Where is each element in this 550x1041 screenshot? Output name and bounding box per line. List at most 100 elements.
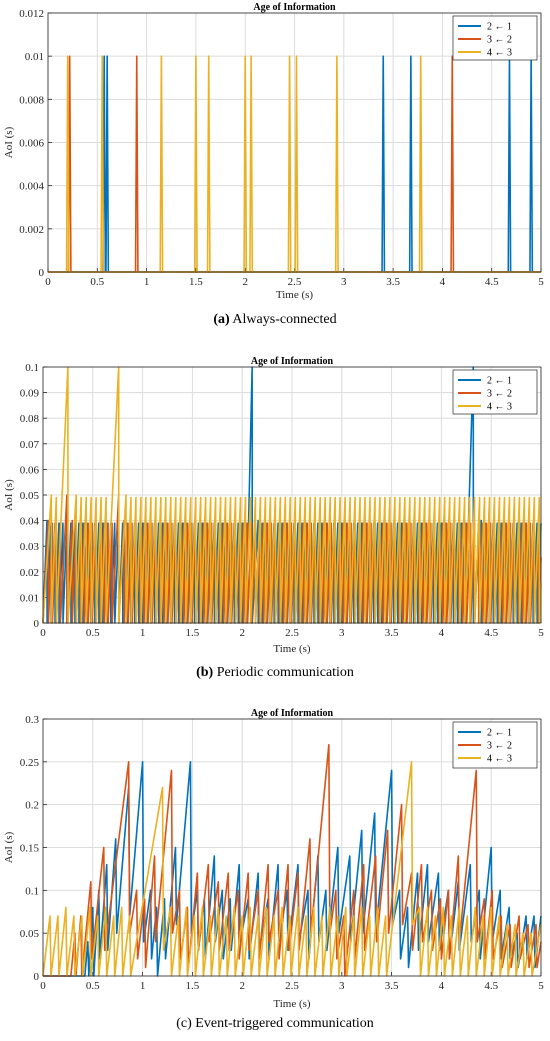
- y-tick-label: 0.06: [20, 464, 40, 476]
- x-tick-label: 3.5: [385, 980, 399, 992]
- chart-panel-b: 0 0.5 1 1.5 2 2.5 3 3.5 4 4.5 5 0 0.01 0.02 0.03 0.04 0.…: [0, 345, 550, 685]
- y-tick-label: 0.09: [20, 388, 40, 400]
- y-axis-label: AoI (s): [3, 126, 15, 158]
- legend-label-1: 2 ← 1: [487, 22, 512, 33]
- x-tick-label: 5: [538, 627, 544, 639]
- x-tick-label: 1: [144, 276, 150, 288]
- legend-label-3: 4 ← 3: [487, 48, 512, 59]
- x-tick-label: 1: [140, 627, 146, 639]
- caption-c-text: Event-triggered communication: [191, 1016, 374, 1031]
- x-tick-label: 1.5: [189, 276, 203, 288]
- x-tick-label: 2: [239, 627, 245, 639]
- x-tick-label: 1.5: [186, 980, 200, 992]
- caption-c-label: (c): [176, 1016, 192, 1031]
- y-tick-label: 0: [34, 971, 40, 983]
- chart-c: 0 0.5 1 1.5 2 2.5 3 3.5 4 4.5 5 0 0.05 0.1 0.15 0.2 0.25…: [3, 708, 544, 1010]
- x-tick-label: 2.5: [285, 627, 299, 639]
- legend: 2 ← 1 3 ← 2 4 ← 3: [452, 721, 538, 769]
- x-tick-label: 2.5: [285, 980, 299, 992]
- series-line-3: [48, 55, 541, 273]
- y-tick-label: 0.3: [25, 714, 39, 726]
- y-tick-label: 0.008: [19, 94, 44, 106]
- y-axis-label: AoI (s): [3, 479, 15, 511]
- chart-b: 0 0.5 1 1.5 2 2.5 3 3.5 4 4.5 5 0 0.01 0.02 0.03 0.04 0.…: [3, 356, 544, 655]
- caption-b-label: (b): [196, 665, 214, 680]
- caption-b-text: Periodic communication: [213, 665, 354, 680]
- x-tick-label: 3: [339, 627, 345, 639]
- y-tick-label: 0.1: [25, 885, 39, 897]
- x-tick-label: 0: [40, 980, 46, 992]
- x-tick-label: 3.5: [386, 276, 400, 288]
- caption-c: (c) Event-triggered communication: [0, 1016, 550, 1032]
- x-tick-label: 5: [538, 276, 544, 288]
- y-tick-label: 0.1: [25, 362, 39, 374]
- y-tick-label: 0.07: [20, 439, 40, 451]
- series-line-2: [48, 55, 541, 273]
- legend-label-1: 2 ← 1: [487, 376, 512, 387]
- y-tick-label: 0.05: [20, 928, 40, 940]
- y-tick-label: 0.2: [25, 800, 39, 812]
- series-line-2: [43, 743, 542, 977]
- legend-label-3: 4 ← 3: [487, 754, 512, 765]
- y-tick-label: 0.004: [19, 181, 44, 193]
- y-tick-label: 0.15: [20, 843, 40, 855]
- chart-title: Age of Information: [251, 356, 334, 367]
- legend: 2 ← 1 3 ← 2 4 ← 3: [452, 15, 538, 61]
- caption-a-label: (a): [213, 312, 230, 327]
- caption-a: (a) Always-connected: [0, 312, 550, 328]
- series-line-3: [42, 366, 542, 624]
- y-tick-label: 0.002: [19, 224, 44, 236]
- x-tick-label: 2.5: [288, 276, 302, 288]
- x-tick-label: 3: [339, 980, 345, 992]
- x-tick-label: 5: [538, 980, 544, 992]
- y-tick-label: 0.01: [25, 51, 44, 63]
- x-tick-label: 3.5: [385, 627, 399, 639]
- x-tick-label: 2: [242, 276, 248, 288]
- y-tick-label: 0.25: [20, 757, 40, 769]
- x-tick-label: 2: [239, 980, 245, 992]
- x-tick-label: 0.5: [86, 980, 100, 992]
- legend-label-3: 4 ← 3: [487, 402, 512, 413]
- x-tick-label: 0.5: [86, 627, 100, 639]
- series-line-3: [42, 761, 542, 977]
- x-tick-label: 4: [439, 627, 445, 639]
- x-axis-label: Time (s): [273, 998, 311, 1010]
- x-tick-label: 4.5: [484, 627, 498, 639]
- x-tick-label: 4: [439, 980, 445, 992]
- x-tick-label: 4.5: [484, 980, 498, 992]
- x-tick-label: 3: [341, 276, 347, 288]
- x-tick-label: 1: [140, 980, 146, 992]
- caption-b: (b) Periodic communication: [0, 665, 550, 681]
- x-axis-label: Time (s): [276, 289, 314, 300]
- series-line-1: [43, 761, 542, 977]
- legend: 2 ← 1 3 ← 2 4 ← 3: [452, 369, 538, 415]
- chart-title: Age of Information: [251, 708, 334, 719]
- legend-label-1: 2 ← 1: [487, 728, 512, 739]
- legend-label-2: 3 ← 2: [487, 35, 512, 46]
- caption-a-text: Always-connected: [229, 312, 337, 327]
- legend-label-2: 3 ← 2: [487, 389, 512, 400]
- x-tick-label: 4.5: [485, 276, 499, 288]
- y-tick-label: 0.05: [20, 490, 40, 502]
- y-tick-label: 0.006: [19, 138, 44, 150]
- y-tick-label: 0.02: [20, 567, 39, 579]
- chart-panel-c: 0 0.5 1 1.5 2 2.5 3 3.5 4 4.5 5 0 0.05 0.1 0.15 0.2 0.25…: [0, 698, 550, 1041]
- chart-a: 0 0.5 1 1.5 2 2.5 3 3.5 4 4.5 5 0 0.002 0.004 0.006 0.0…: [3, 2, 544, 301]
- x-tick-label: 4: [440, 276, 446, 288]
- y-tick-label: 0.08: [20, 413, 40, 425]
- y-tick-label: 0.01: [20, 592, 39, 604]
- legend-label-2: 3 ← 2: [487, 741, 512, 752]
- x-tick-label: 0: [45, 276, 51, 288]
- y-tick-label: 0.03: [20, 541, 40, 553]
- y-axis-label: AoI (s): [3, 831, 15, 863]
- chart-title: Age of Information: [253, 2, 336, 13]
- axes-box: [42, 718, 542, 977]
- x-tick-label: 0: [40, 627, 46, 639]
- chart-panel-a: 0 0.5 1 1.5 2 2.5 3 3.5 4 4.5 5 0 0.002 0.004 0.006 0.0…: [0, 0, 550, 340]
- x-axis-label: Time (s): [273, 643, 311, 655]
- axes-box: [47, 12, 542, 273]
- y-tick-label: 0.012: [19, 8, 44, 20]
- y-tick-label: 0: [39, 267, 45, 279]
- x-tick-label: 0.5: [90, 276, 104, 288]
- axes-box: [42, 366, 542, 624]
